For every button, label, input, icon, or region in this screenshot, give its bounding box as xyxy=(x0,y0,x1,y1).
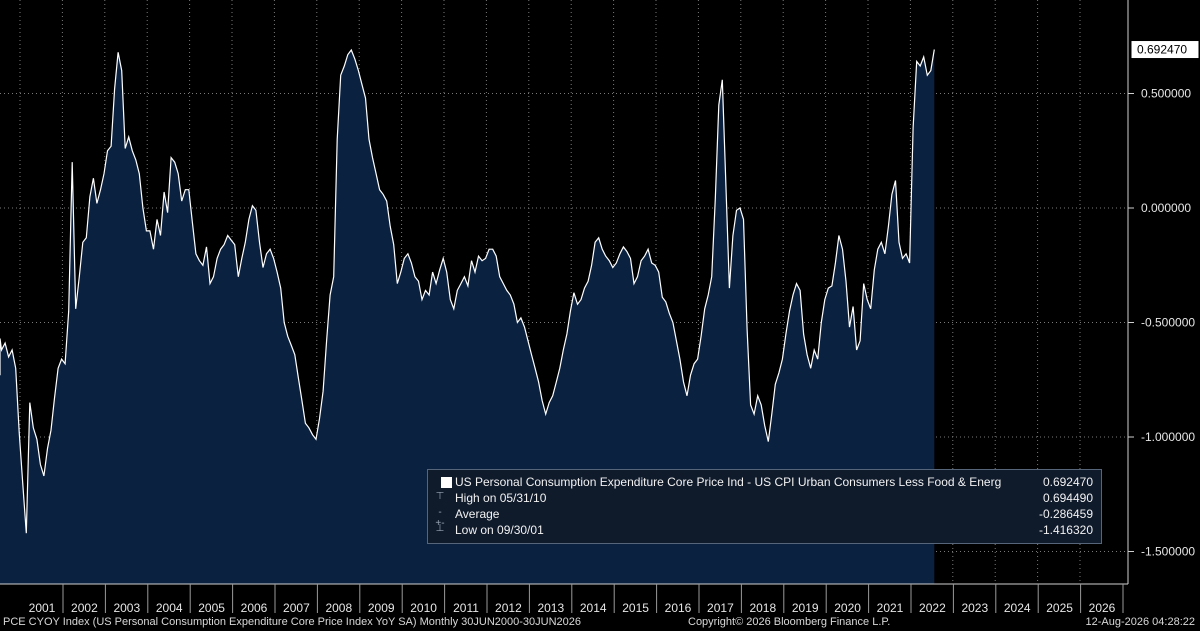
x-tick-label: 2023 xyxy=(961,601,988,613)
y-tick-label: 0.500000 xyxy=(1141,87,1191,101)
legend-box: US Personal Consumption Expenditure Core… xyxy=(427,469,1102,544)
footer-copyright: Copyright© 2026 Bloomberg Finance L.P. xyxy=(688,616,891,628)
legend-low-label: Low on 09/30/01 xyxy=(455,523,544,537)
legend-high-value: 0.694490 xyxy=(1042,491,1093,505)
x-tick-label: 2018 xyxy=(749,601,776,613)
legend-high-row: ⊤ High on 05/31/10 0.694490 xyxy=(428,491,1101,506)
legend-high-label: High on 05/31/10 xyxy=(455,491,547,505)
x-tick-label: 2015 xyxy=(622,601,649,613)
y-axis-ticks: 0.500000 0.000000 -0.500000 -1.000000 -1.500… xyxy=(1128,87,1195,559)
low-marker-icon: ⊥ xyxy=(435,523,445,534)
x-tick-label: 2025 xyxy=(1046,601,1073,613)
x-tick-label: 2020 xyxy=(834,601,861,613)
legend-low-value: -1.416320 xyxy=(1038,523,1093,537)
series-area-fill xyxy=(0,49,935,584)
x-tick-label: 2019 xyxy=(792,601,819,613)
x-tick-label: 2009 xyxy=(368,601,395,613)
x-tick-label: 2014 xyxy=(580,601,607,613)
last-value-marker: 0.692470 xyxy=(1131,41,1199,59)
legend-series-value: 0.692470 xyxy=(1042,475,1093,489)
x-tick-label: 2007 xyxy=(283,601,310,613)
x-tick-label: 2002 xyxy=(71,601,98,613)
x-tick-label: 2001 xyxy=(29,601,56,613)
average-marker-icon: -+- xyxy=(435,507,445,529)
footer-bar: PCE CYOY Index (US Personal Consumption … xyxy=(0,613,1200,631)
legend-average-value: -0.286459 xyxy=(1038,507,1093,521)
x-tick-label: 2006 xyxy=(241,601,268,613)
legend-low-row: ⊥ Low on 09/30/01 -1.416320 xyxy=(428,523,1101,538)
legend-title-row: US Personal Consumption Expenditure Core… xyxy=(428,475,1101,490)
x-tick-label: 2026 xyxy=(1089,601,1116,613)
x-axis-band xyxy=(0,585,1200,613)
x-tick-label: 2008 xyxy=(325,601,352,613)
x-tick-label: 2021 xyxy=(877,601,904,613)
x-tick-label: 2003 xyxy=(113,601,140,613)
series-line xyxy=(0,48,935,534)
x-tick-label: 2010 xyxy=(410,601,437,613)
x-tick-label: 2024 xyxy=(1004,601,1031,613)
legend-series-name: US Personal Consumption Expenditure Core… xyxy=(455,475,1002,489)
legend-average-label: Average xyxy=(455,507,500,521)
x-tick-label: 2016 xyxy=(665,601,692,613)
x-tick-label: 2017 xyxy=(707,601,734,613)
x-tick-label: 2005 xyxy=(198,601,225,613)
axes xyxy=(0,0,1200,613)
x-axis-ticks: 2001 2002 2003 2004 2005 2006 2007 2008 2009 2010… xyxy=(29,584,1124,613)
footer-index-description: PCE CYOY Index (US Personal Consumption … xyxy=(3,616,582,628)
high-marker-icon: ⊤ xyxy=(435,491,445,502)
x-tick-label: 2011 xyxy=(453,601,479,613)
y-tick-label: 0.000000 xyxy=(1141,201,1191,215)
last-value-label: 0.692470 xyxy=(1137,43,1187,57)
x-tick-label: 2013 xyxy=(537,601,564,613)
y-tick-label: -1.000000 xyxy=(1141,430,1195,444)
x-tick-label: 2004 xyxy=(156,601,183,613)
y-tick-label: -1.500000 xyxy=(1141,545,1195,559)
x-tick-label: 2012 xyxy=(495,601,522,613)
last-value-box xyxy=(1131,41,1199,59)
chart-canvas: 0.500000 0.000000 -0.500000 -1.000000 -1.500… xyxy=(0,0,1200,613)
x-tick-label: 2022 xyxy=(919,601,946,613)
legend-average-row: -+- Average -0.286459 xyxy=(428,507,1101,529)
legend-series-swatch xyxy=(441,477,452,488)
y-tick-label: -0.500000 xyxy=(1141,316,1195,330)
footer-timestamp: 12-Aug-2026 04:28:22 xyxy=(1085,616,1195,628)
